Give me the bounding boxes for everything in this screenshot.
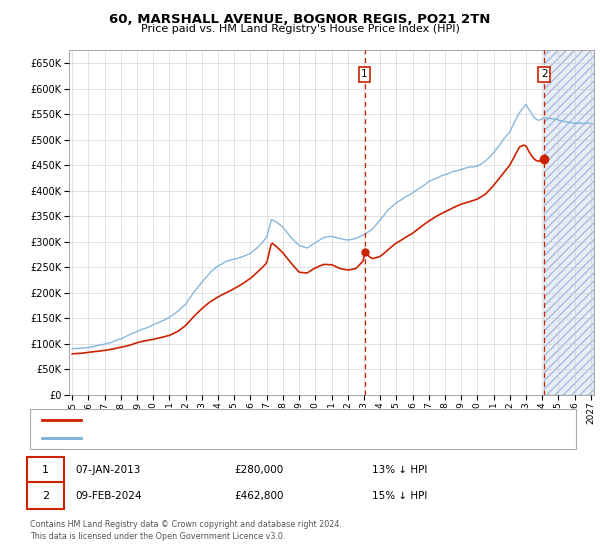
Text: 13% ↓ HPI: 13% ↓ HPI bbox=[372, 465, 427, 475]
Text: 60, MARSHALL AVENUE, BOGNOR REGIS, PO21 2TN: 60, MARSHALL AVENUE, BOGNOR REGIS, PO21 … bbox=[109, 13, 491, 26]
Text: This data is licensed under the Open Government Licence v3.0.: This data is licensed under the Open Gov… bbox=[30, 532, 286, 541]
Text: Contains HM Land Registry data © Crown copyright and database right 2024.: Contains HM Land Registry data © Crown c… bbox=[30, 520, 342, 529]
Text: 1: 1 bbox=[361, 69, 368, 80]
Text: 07-JAN-2013: 07-JAN-2013 bbox=[75, 465, 140, 475]
Text: Price paid vs. HM Land Registry's House Price Index (HPI): Price paid vs. HM Land Registry's House … bbox=[140, 24, 460, 34]
Text: 09-FEB-2024: 09-FEB-2024 bbox=[75, 491, 142, 501]
Text: HPI: Average price, detached house, Arun: HPI: Average price, detached house, Arun bbox=[88, 434, 287, 443]
Text: 2: 2 bbox=[541, 69, 547, 80]
Text: 15% ↓ HPI: 15% ↓ HPI bbox=[372, 491, 427, 501]
Bar bbox=[544, 50, 594, 395]
Text: £462,800: £462,800 bbox=[234, 491, 284, 501]
Bar bbox=[544, 50, 594, 395]
Text: £280,000: £280,000 bbox=[234, 465, 283, 475]
Text: 1: 1 bbox=[42, 465, 49, 475]
Text: 60, MARSHALL AVENUE, BOGNOR REGIS, PO21 2TN (detached house): 60, MARSHALL AVENUE, BOGNOR REGIS, PO21 … bbox=[88, 415, 418, 424]
Text: 2: 2 bbox=[42, 491, 49, 501]
